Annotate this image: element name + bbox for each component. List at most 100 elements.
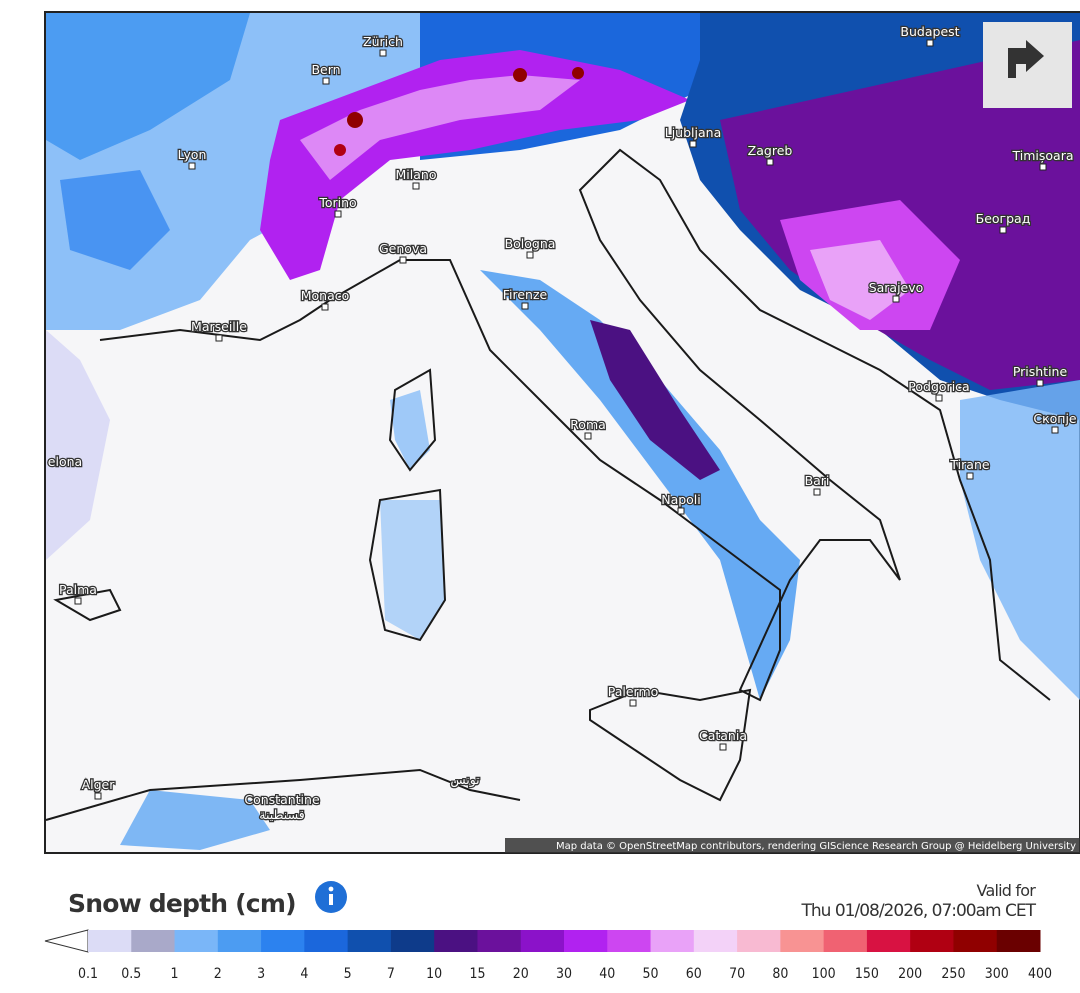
- colorbar-tick-label: 60: [686, 966, 702, 982]
- info-icon[interactable]: [315, 881, 347, 913]
- city-marker: [526, 251, 534, 259]
- colorbar-tick-label: 10: [426, 966, 442, 982]
- city-marker: [412, 182, 420, 190]
- city-labels: Zürich Bern Budapest Lyon Milano Torino Ljublj…: [46, 23, 1078, 824]
- attribution: Map data © OpenStreetMap contributors, r…: [556, 841, 1076, 852]
- valid-label: Valid for: [977, 881, 1037, 900]
- colorbar-tick-label: 200: [898, 966, 922, 982]
- colorbar-cell: [564, 930, 608, 952]
- colorbar-cell: [390, 930, 435, 952]
- colorbar-tick-label: 0.5: [121, 966, 141, 982]
- colorbar-cell: [174, 930, 219, 952]
- city-label: تونس: [450, 772, 480, 788]
- city-marker: [766, 158, 774, 166]
- city-label: Ljubljana: [665, 125, 721, 140]
- city-marker: [1039, 163, 1047, 171]
- city-marker: [1036, 379, 1044, 387]
- colorbar-tick-label: 150: [855, 966, 879, 982]
- city-label: قسنطينة: [259, 807, 304, 822]
- city-label: Београд: [976, 211, 1031, 226]
- city-label: Zagreb: [748, 143, 793, 158]
- colorbar-cell: [780, 930, 825, 952]
- city-label: Podgorica: [908, 379, 969, 394]
- city-marker: [926, 39, 934, 47]
- colorbar-tick-label: 400: [1028, 966, 1052, 982]
- colorbar-tick-label: 30: [556, 966, 572, 982]
- city-label: Roma: [570, 417, 606, 432]
- snow-cover: [46, 13, 1080, 850]
- colorbar-tick-label: 20: [513, 966, 529, 982]
- city-marker: [813, 488, 821, 496]
- city-marker: [999, 226, 1007, 234]
- city-label: Catania: [699, 728, 747, 743]
- colorbar-cell: [607, 930, 652, 952]
- colorbar-cell: [477, 930, 522, 952]
- city-marker: [521, 302, 529, 310]
- colorbar-tick-label: 80: [772, 966, 788, 982]
- city-marker: [188, 162, 196, 170]
- colorbar-tick-label: 250: [941, 966, 965, 982]
- colorbar-tick-label: 40: [599, 966, 615, 982]
- city-marker: [322, 77, 330, 85]
- city-label: Скопје: [1033, 411, 1077, 426]
- colorbar-tick-label: 5: [344, 966, 352, 982]
- city-marker: [379, 49, 387, 57]
- legend-title: Snow depth (cm): [68, 889, 296, 918]
- colorbar-cell: [996, 930, 1041, 952]
- colorbar-cell: [347, 930, 392, 952]
- city-marker: [677, 507, 685, 515]
- city-label: Budapest: [900, 24, 959, 39]
- city-label: Zürich: [363, 34, 403, 49]
- city-marker: [94, 792, 102, 800]
- colorbar-tick-label: 1: [171, 966, 179, 982]
- city-label: Sarajevo: [869, 280, 924, 295]
- city-label: Lyon: [178, 147, 207, 162]
- share-button[interactable]: [983, 22, 1072, 108]
- coastlines: [45, 148, 1051, 821]
- colorbar: 0.1 0.5 1 2 3 4 5 7 10 15 20 30 40 50 60 70 80 100 150 200 2…: [44, 929, 1052, 982]
- city-label: Palermo: [608, 684, 659, 699]
- city-marker: [935, 394, 943, 402]
- city-marker: [334, 210, 342, 218]
- city-marker: [1051, 426, 1059, 434]
- colorbar-cell: [88, 930, 132, 952]
- colorbar-tick-label: 0.1: [78, 966, 98, 982]
- city-label: Palma: [59, 582, 97, 597]
- colorbar-tick-label: 7: [387, 966, 395, 982]
- colorbar-tick-label: 2: [214, 966, 222, 982]
- colorbar-cell: [434, 930, 478, 952]
- city-label: Milano: [396, 167, 437, 182]
- city-marker: [584, 432, 592, 440]
- city-label: Alger: [82, 777, 116, 792]
- city-marker: [689, 140, 697, 148]
- colorbar-tick-label: 300: [985, 966, 1009, 982]
- colorbar-cell: [823, 930, 868, 952]
- city-label: Bari: [805, 473, 830, 488]
- city-marker: [892, 295, 900, 303]
- colorbar-cell: [650, 930, 695, 952]
- colorbar-cell: [737, 930, 781, 952]
- colorbar-cell: [131, 930, 176, 952]
- colorbar-tick-label: 4: [300, 966, 308, 982]
- colorbar-cell: [217, 930, 262, 952]
- colorbar-cell: [520, 930, 565, 952]
- city-marker: [629, 699, 637, 707]
- city-marker: [321, 303, 329, 311]
- colorbar-cell: [910, 930, 954, 952]
- city-label: Timișoara: [1012, 148, 1074, 163]
- colorbar-tick-label: 100: [812, 966, 836, 982]
- city-label: Marseille: [191, 319, 247, 334]
- city-label: Torino: [318, 195, 356, 210]
- city-label: elona: [48, 454, 82, 469]
- city-marker: [719, 743, 727, 751]
- city-label: Prishtine: [1013, 364, 1068, 379]
- city-marker: [74, 597, 82, 605]
- colorbar-tick-label: 50: [643, 966, 659, 982]
- city-label: Genova: [379, 241, 427, 256]
- city-label: Tirane: [949, 457, 989, 472]
- city-label: Bern: [311, 62, 340, 77]
- colorbar-tick-label: 3: [257, 966, 265, 982]
- city-label: Napoli: [661, 492, 701, 507]
